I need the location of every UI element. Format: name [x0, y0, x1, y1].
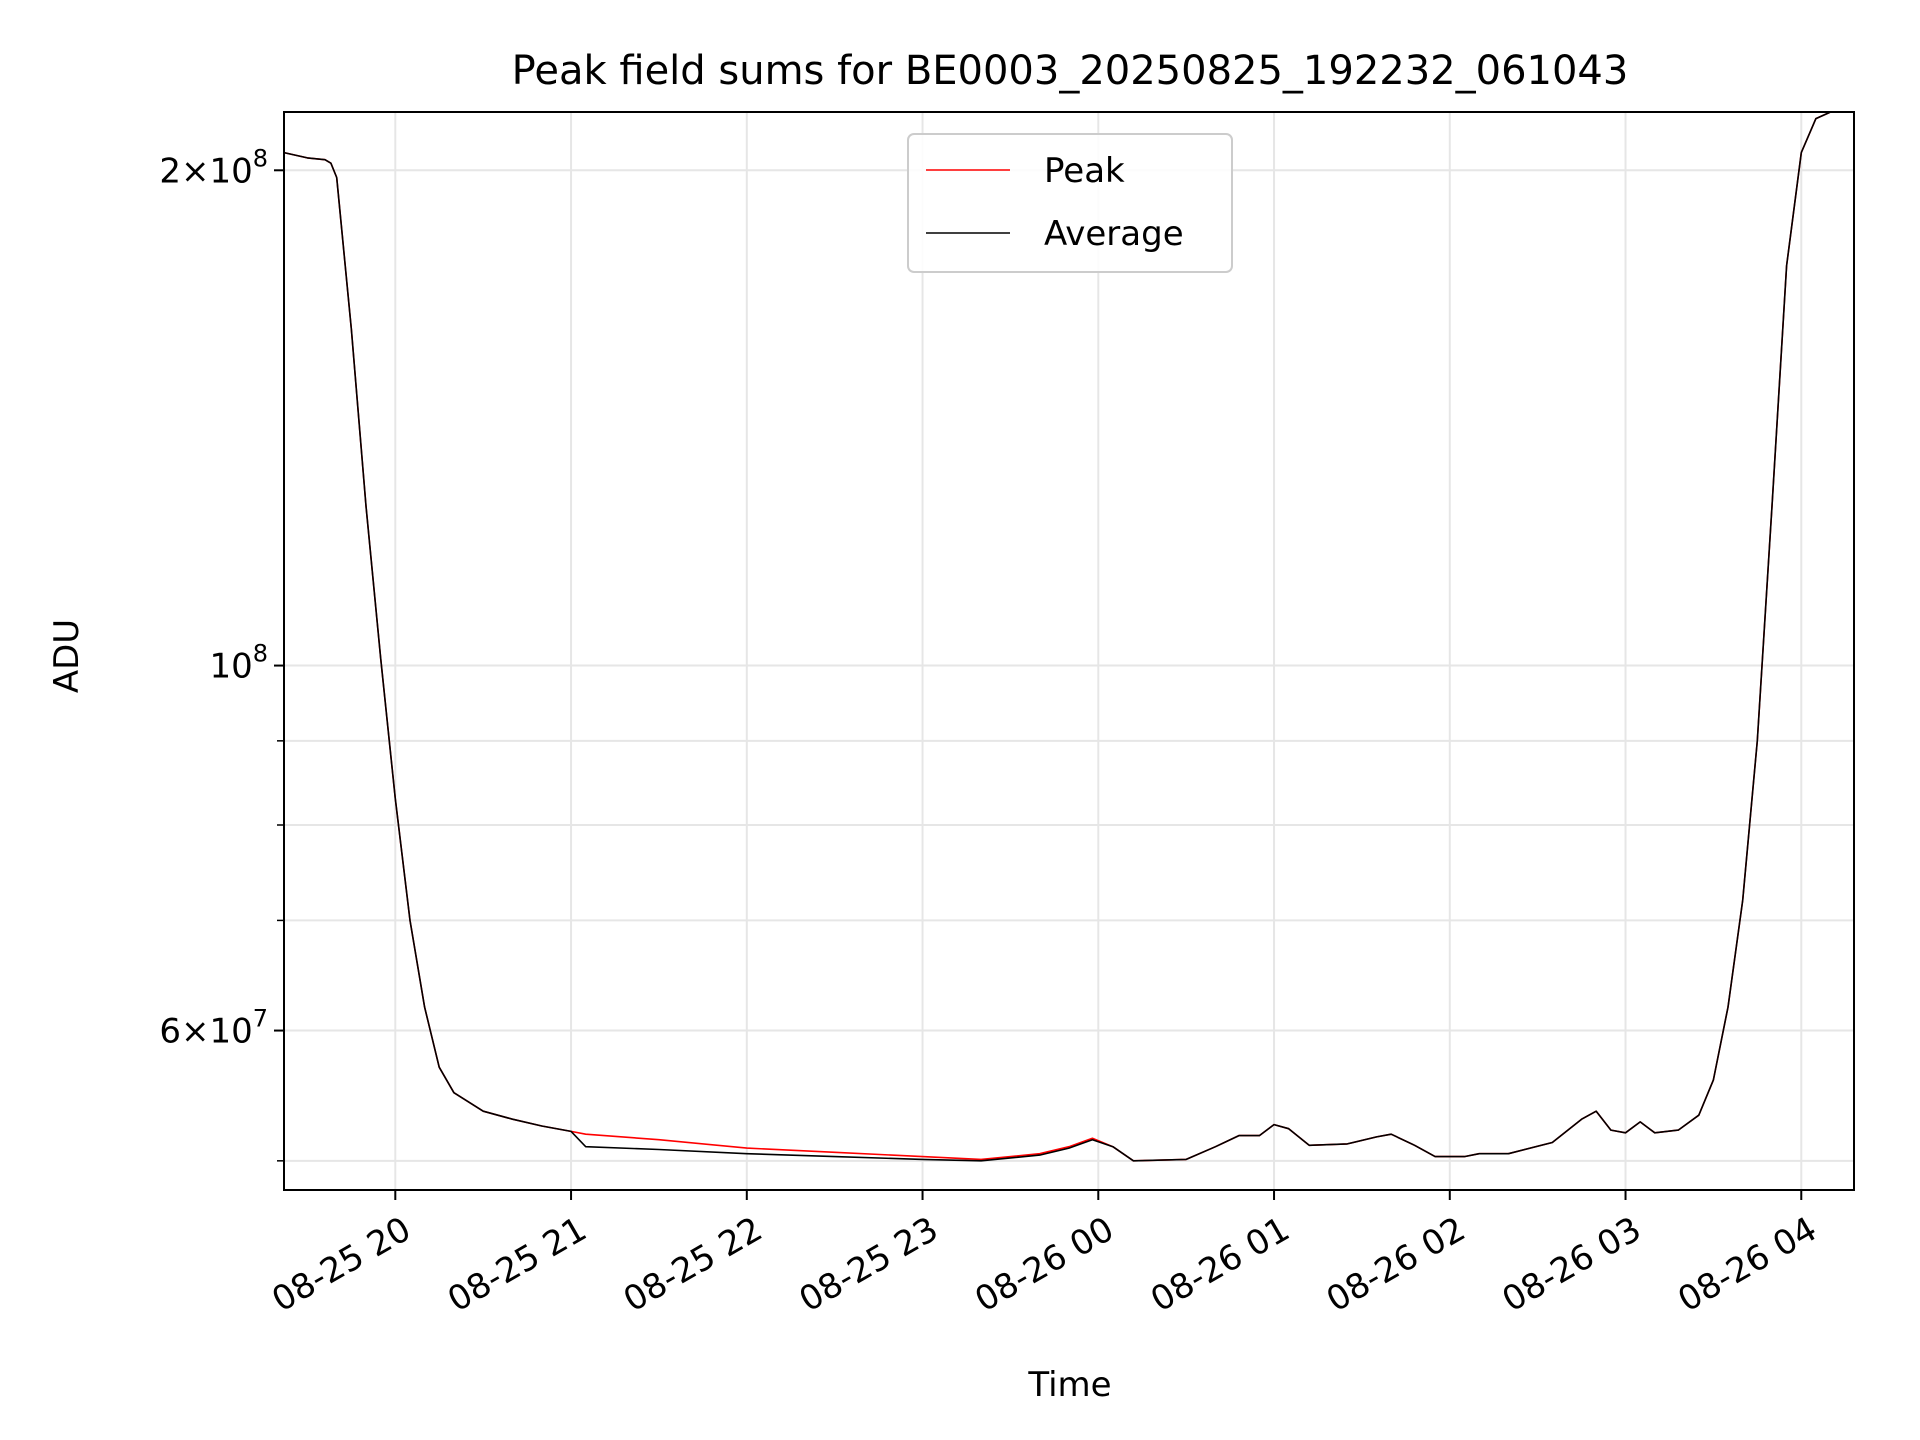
legend-box [907, 133, 1233, 273]
chart-title: Peak field sums for BE0003_20250825_1922… [512, 48, 1629, 94]
y-tick-label: 6×107 [159, 1005, 268, 1052]
grid [284, 112, 1854, 1190]
series-layer [283, 111, 1831, 1162]
plot-frame [283, 111, 1855, 1191]
legend: Peak Average [907, 133, 1233, 273]
series-line-average [283, 111, 1831, 1162]
legend-label-peak: Peak [1044, 151, 1125, 191]
legend-label-average: Average [1044, 214, 1184, 254]
x-axis-label: Time [1027, 1365, 1111, 1405]
y-tick-label: 2×108 [159, 144, 268, 191]
y-axis-label: ADU [47, 619, 87, 693]
